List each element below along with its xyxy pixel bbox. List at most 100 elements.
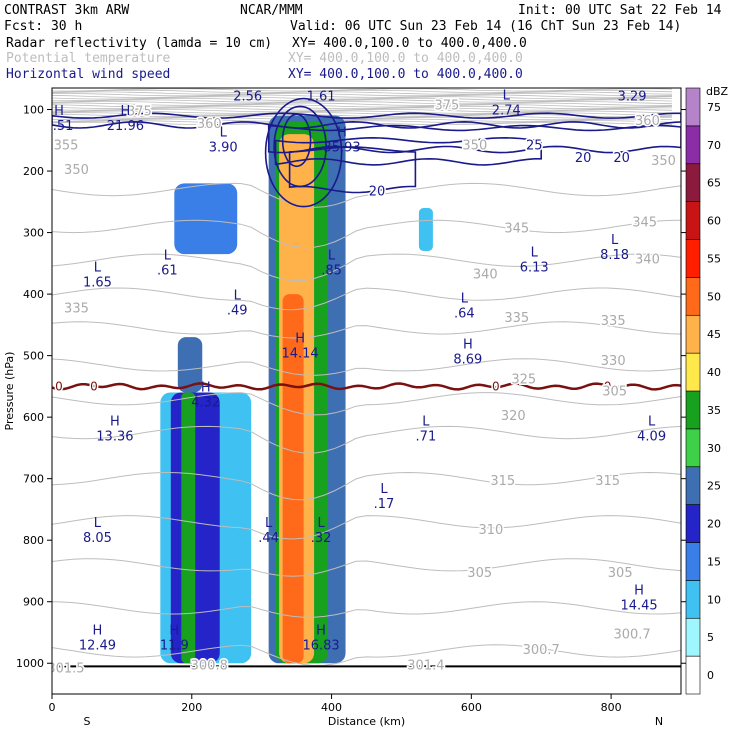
theta-contour — [52, 99, 673, 103]
reflectivity-cell — [181, 392, 196, 664]
wind-extremum-marker: L — [317, 74, 325, 89]
theta-contour — [52, 110, 673, 114]
theta-contour — [52, 321, 681, 339]
colorbar-swatch — [685, 87, 701, 127]
y-tick-label: 200 — [23, 165, 44, 178]
wind-extremum-value: 1.61 — [307, 89, 336, 104]
y-tick-label: 600 — [23, 411, 44, 424]
wind-extremum-marker: H — [169, 624, 179, 639]
wind-contour-label: 25 — [526, 139, 543, 154]
wind-extremum-marker: H — [295, 331, 305, 346]
field-theta-xy: XY= 400.0,100.0 to 400.0,400.0 — [288, 51, 523, 66]
colorbar-swatch — [685, 580, 701, 619]
wind-extremum-marker: L — [94, 516, 102, 531]
theta-contour — [52, 100, 673, 105]
wind-extremum-marker: H — [110, 415, 120, 430]
wind-extremum-value: 8.18 — [600, 248, 629, 263]
theta-contour — [52, 94, 673, 98]
theta-contour — [52, 558, 681, 577]
theta-label: 340 — [473, 268, 498, 283]
wind-extremum-marker: L — [265, 516, 273, 531]
south-label: S — [84, 715, 91, 728]
wind-extremum-value: .17 — [374, 497, 395, 512]
colorbar-level-label: 40 — [707, 366, 721, 379]
wind-extremum-value: 8.05 — [83, 531, 112, 546]
colorbar-swatch — [685, 163, 701, 202]
wind-extremum-value: 35.93 — [323, 140, 360, 155]
theta-contour — [52, 97, 673, 102]
theta-contour — [52, 601, 681, 618]
theta-label: 300.7 — [613, 628, 650, 643]
colorbar-swatch — [685, 239, 701, 278]
y-tick-label: 700 — [23, 473, 44, 486]
colorbar-level-label: 45 — [707, 328, 721, 341]
colorbar-swatch — [685, 504, 701, 543]
colorbar-level-label: 75 — [707, 101, 721, 114]
y-tick-label: 500 — [23, 350, 44, 363]
reflectivity-cell — [177, 337, 203, 393]
wind-contour — [273, 105, 327, 188]
wind-extremum-value: .64 — [454, 306, 475, 321]
theta-contour — [52, 113, 673, 118]
theta-label: 305 — [608, 566, 633, 581]
theta-contour — [52, 93, 673, 97]
y-tick-label: 800 — [23, 534, 44, 547]
north-label: N — [655, 715, 663, 728]
wind-extremum-value: 12.49 — [79, 639, 116, 654]
theta-label: 335 — [64, 302, 89, 317]
wind-extremum-value: 1.65 — [83, 276, 112, 291]
wind-contour — [281, 113, 312, 168]
valid-time: Valid: 06 UTC Sun 23 Feb 14 (16 ChT Sun … — [290, 19, 681, 34]
wind-extremum-marker: L — [234, 288, 242, 303]
plot-frame — [51, 87, 682, 695]
freezing-level-label: 0 — [90, 379, 98, 393]
colorbar-level-label: 60 — [707, 215, 721, 228]
theta-contour — [52, 104, 673, 108]
theta-label: 315 — [490, 474, 515, 489]
wind-extremum-value: 4.32 — [191, 396, 220, 411]
wind-contour — [264, 97, 343, 208]
x-tick-label: 400 — [321, 701, 342, 714]
theta-contour — [52, 105, 673, 110]
colorbar-level-label: 10 — [707, 593, 721, 606]
theta-label: 315 — [595, 474, 620, 489]
wind-extremum-marker: H — [316, 624, 326, 639]
field-wind: Horizontal wind speed — [6, 67, 170, 82]
wind-extremum-value: 2.74 — [492, 103, 521, 118]
x-axis-title: Distance (km) — [328, 715, 405, 728]
colorbar-swatch — [685, 466, 701, 505]
field-reflectivity-xy: XY= 400.0,100.0 to 400.0,400.0 — [292, 36, 527, 51]
wind-extremum-marker: L — [328, 248, 336, 263]
wind-extremum-value: 8.69 — [453, 353, 482, 368]
plot-area: 0 0 0 0 375 375 360 355 350 350 350 360 345 345 340 340… — [52, 74, 681, 694]
y-tick-label: 900 — [23, 596, 44, 609]
wind-extremum-value: .85 — [321, 263, 342, 278]
wind-contour-label: 20 — [575, 151, 592, 166]
wind-extremum-marker: L — [94, 261, 102, 276]
wind-extremum-value: 11.9 — [160, 639, 189, 654]
colorbar: dBZ 0 5 10 15 20 25 30 35 40 45 50 55 60 65 70 75 — [685, 85, 729, 695]
wind-extremum-marker: H — [93, 624, 103, 639]
theta-contour — [52, 102, 673, 106]
theta-label: 350 — [462, 139, 487, 154]
theta-label: 300.8 — [191, 658, 228, 673]
theta-contour — [52, 515, 681, 540]
theta-label: 301.4 — [407, 658, 444, 673]
wind-extremum-marker: L — [611, 233, 619, 248]
theta-label: 345 — [632, 215, 657, 230]
colorbar-level-label: 25 — [707, 480, 721, 493]
wind-extremum-marker: L — [628, 74, 636, 89]
wind-extremum-value: 2.56 — [233, 89, 262, 104]
wind-extremum-marker: L — [461, 291, 469, 306]
theta-contour — [52, 425, 681, 454]
theta-contour — [52, 358, 681, 376]
wind-extremum-marker: H — [337, 125, 347, 140]
theta-label: 305 — [602, 385, 627, 400]
theta-contour — [52, 96, 673, 100]
wind-extremum-marker: L — [531, 245, 539, 260]
wind-extremum-marker: L — [503, 88, 511, 103]
theta-label: 300.7 — [523, 643, 560, 658]
theta-label: 375 — [434, 99, 459, 114]
wind-extremum-value: .32 — [311, 531, 332, 546]
wind-contour — [274, 136, 542, 166]
